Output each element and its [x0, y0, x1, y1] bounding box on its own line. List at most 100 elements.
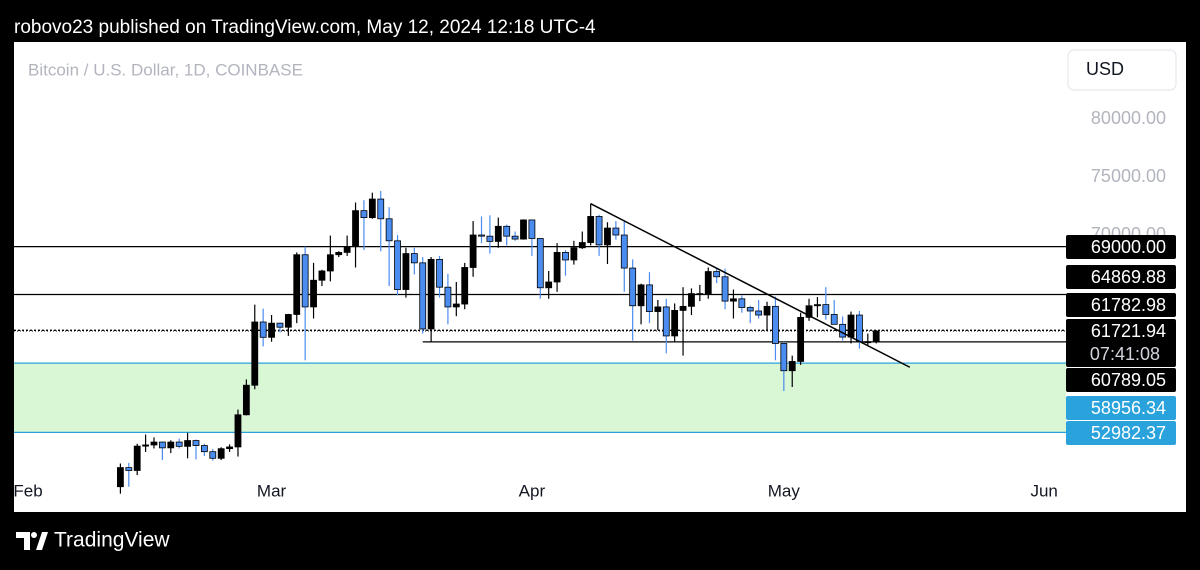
candle-body — [545, 281, 553, 289]
candle-body — [839, 323, 847, 338]
candle-body — [352, 210, 359, 248]
x-tick-label: Feb — [13, 481, 42, 500]
candle-body — [788, 361, 796, 372]
last-price-label: 61721.94 — [1091, 321, 1166, 341]
candle-body — [419, 262, 427, 330]
candle-body — [629, 267, 637, 307]
candle-body — [805, 305, 813, 318]
candle-body — [830, 314, 838, 325]
candle-body — [721, 276, 729, 302]
candle-body — [536, 238, 544, 289]
candle-body — [268, 322, 275, 338]
candle-body — [654, 306, 662, 312]
level-label: 52982.37 — [1091, 423, 1166, 443]
candle-body — [847, 314, 855, 338]
candle-body — [595, 216, 603, 246]
candle-body — [142, 444, 149, 447]
candle-body — [394, 240, 401, 290]
candle-body — [251, 321, 259, 386]
candle-body — [688, 293, 695, 307]
candle-body — [679, 305, 687, 311]
level-label: 61782.98 — [1091, 295, 1166, 315]
candle-body — [335, 252, 343, 256]
candle-body — [864, 341, 872, 344]
candle-body — [553, 252, 561, 283]
trendline — [590, 203, 911, 368]
candle-body — [133, 445, 141, 471]
candle-body — [511, 235, 519, 240]
candle-body — [469, 234, 477, 268]
candle-body — [444, 286, 452, 308]
candle-body — [746, 307, 754, 312]
candle-body — [797, 316, 805, 362]
candle-body — [872, 330, 880, 343]
candle-body — [377, 198, 385, 220]
candle-body — [738, 298, 746, 308]
candle-body — [200, 445, 208, 453]
candle-body — [730, 298, 737, 302]
candle-body — [217, 448, 225, 459]
candle-body — [578, 242, 586, 249]
candle-body — [427, 258, 435, 330]
candle-body — [284, 314, 292, 328]
candle-body — [646, 284, 653, 312]
level-label-box — [1066, 265, 1176, 289]
candle-body — [360, 210, 368, 219]
candle-body — [117, 467, 124, 488]
candle-body — [772, 305, 779, 344]
candle-body — [856, 314, 863, 343]
x-tick-label: Jun — [1030, 481, 1057, 500]
candle-body — [326, 254, 334, 272]
candle-body — [368, 198, 376, 219]
x-tick-label: Mar — [257, 481, 287, 500]
plot — [14, 190, 1066, 494]
candle-body — [587, 216, 595, 243]
chart-panel — [14, 42, 1186, 512]
candle-body — [604, 227, 611, 246]
candle-body — [167, 441, 175, 449]
candle-body — [310, 279, 317, 308]
candle-body — [276, 322, 284, 328]
brand-name: TradingView — [54, 529, 170, 552]
candle-body — [620, 234, 628, 269]
candle-body — [503, 225, 511, 237]
candle-body — [410, 253, 418, 264]
level-label: 64869.88 — [1091, 267, 1166, 287]
level-label: 69000.00 — [1091, 237, 1166, 257]
candle-body — [780, 343, 788, 372]
candle-body — [528, 219, 536, 239]
chart-title: Bitcoin / U.S. Dollar, 1D, COINBASE — [28, 60, 303, 79]
x-tick-label: Apr — [519, 481, 546, 500]
candle-body — [570, 247, 578, 261]
candle-body — [612, 227, 620, 236]
y-tick-label: 80000.00 — [1091, 108, 1166, 128]
level-label-box — [1066, 421, 1176, 445]
currency-button[interactable] — [1067, 49, 1177, 91]
candle-body — [461, 267, 469, 305]
candle-body — [125, 467, 133, 471]
candle-body — [242, 384, 250, 416]
candle-body — [662, 306, 670, 337]
header-text: robovo23 published on TradingView.com, M… — [14, 17, 596, 38]
candle-body — [209, 451, 217, 459]
x-tick-label: May — [768, 481, 801, 500]
candle-body — [494, 225, 502, 242]
candle-body — [192, 440, 200, 446]
candle-body — [175, 441, 183, 447]
candle-body — [704, 271, 712, 294]
candle-body — [436, 258, 443, 288]
candle-body — [318, 270, 326, 281]
candle-body — [452, 303, 460, 308]
candle-body — [385, 218, 393, 242]
level-label: 60789.05 — [1091, 370, 1166, 390]
candle-body — [822, 304, 830, 315]
candle-body — [486, 235, 494, 242]
candle-body — [259, 321, 267, 338]
candle-body — [234, 414, 242, 448]
candle-body — [713, 271, 721, 278]
currency-label: USD — [1086, 59, 1124, 79]
level-label-box — [1066, 368, 1176, 392]
last-price-box — [1066, 319, 1176, 367]
